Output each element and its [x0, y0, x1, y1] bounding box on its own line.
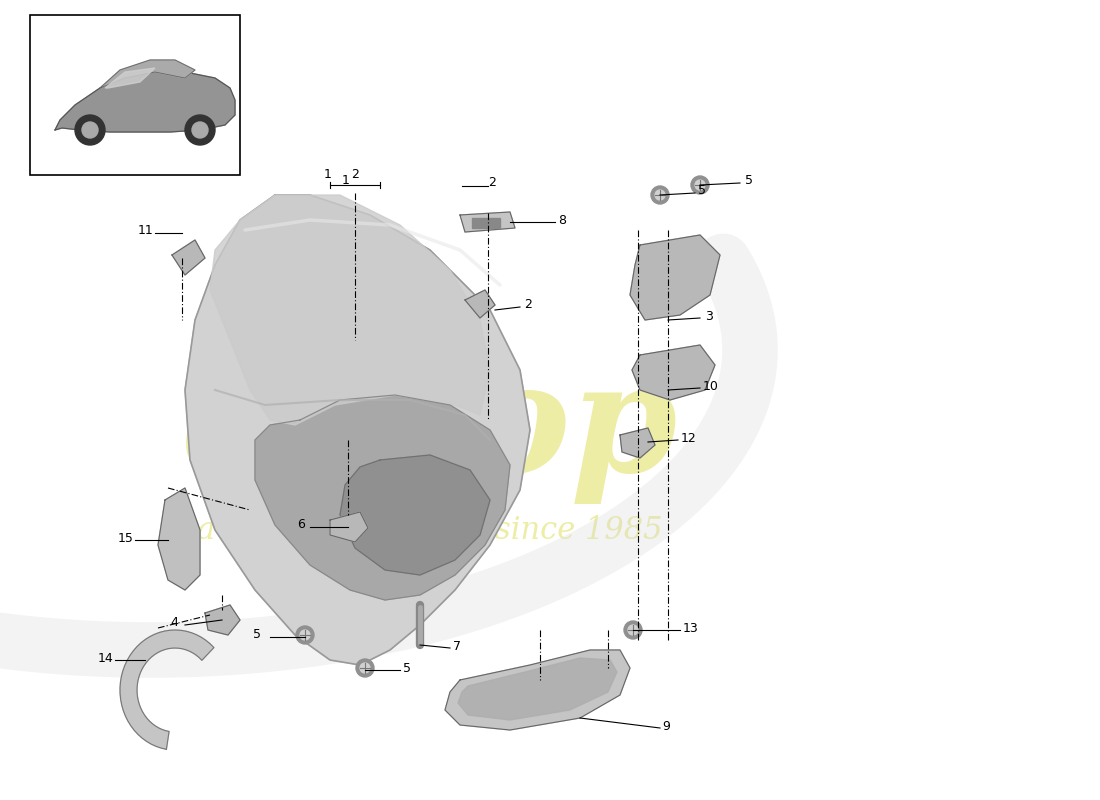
Text: 1: 1 — [342, 174, 350, 186]
Circle shape — [296, 626, 314, 644]
Circle shape — [356, 659, 374, 677]
Polygon shape — [465, 290, 495, 318]
Text: 5: 5 — [698, 185, 706, 198]
Text: europ: europ — [182, 355, 679, 505]
Polygon shape — [172, 240, 205, 275]
Bar — [472, 218, 500, 228]
Text: 4: 4 — [170, 615, 178, 629]
Polygon shape — [104, 68, 155, 88]
Polygon shape — [446, 650, 630, 730]
Polygon shape — [120, 630, 213, 750]
Text: 11: 11 — [138, 223, 154, 237]
Circle shape — [695, 180, 705, 190]
Polygon shape — [100, 60, 195, 88]
Circle shape — [624, 621, 642, 639]
Polygon shape — [620, 428, 654, 458]
Circle shape — [651, 186, 669, 204]
Text: 6: 6 — [297, 518, 305, 531]
Text: 5: 5 — [745, 174, 754, 187]
Text: 5: 5 — [403, 662, 411, 674]
Text: 2: 2 — [524, 298, 532, 311]
Polygon shape — [210, 195, 490, 425]
Polygon shape — [185, 195, 530, 665]
Text: 12: 12 — [681, 431, 696, 445]
Polygon shape — [330, 512, 369, 542]
Polygon shape — [632, 345, 715, 400]
Text: 8: 8 — [558, 214, 566, 226]
Polygon shape — [158, 488, 200, 590]
Polygon shape — [630, 235, 720, 320]
Text: 10: 10 — [703, 379, 719, 393]
Circle shape — [654, 190, 664, 200]
Polygon shape — [340, 455, 490, 575]
Circle shape — [691, 176, 710, 194]
Text: 3: 3 — [705, 310, 713, 322]
Polygon shape — [205, 605, 240, 635]
Polygon shape — [255, 395, 510, 600]
Text: 14: 14 — [98, 651, 113, 665]
Circle shape — [300, 630, 310, 640]
Circle shape — [185, 115, 214, 145]
Circle shape — [82, 122, 98, 138]
Text: 9: 9 — [662, 719, 670, 733]
Text: 7: 7 — [453, 639, 461, 653]
Text: 5: 5 — [253, 629, 261, 642]
Circle shape — [75, 115, 104, 145]
Text: 2: 2 — [351, 169, 359, 182]
Circle shape — [628, 625, 638, 635]
Polygon shape — [55, 72, 235, 132]
Text: a passion for parts since 1985: a passion for parts since 1985 — [197, 514, 662, 546]
Text: 13: 13 — [683, 622, 698, 634]
Circle shape — [192, 122, 208, 138]
Circle shape — [360, 663, 370, 673]
Polygon shape — [460, 212, 515, 232]
Text: 2: 2 — [488, 175, 496, 189]
Text: 1: 1 — [324, 169, 332, 182]
Bar — [30, 15, 240, 175]
Text: 15: 15 — [118, 531, 134, 545]
Polygon shape — [458, 658, 617, 720]
